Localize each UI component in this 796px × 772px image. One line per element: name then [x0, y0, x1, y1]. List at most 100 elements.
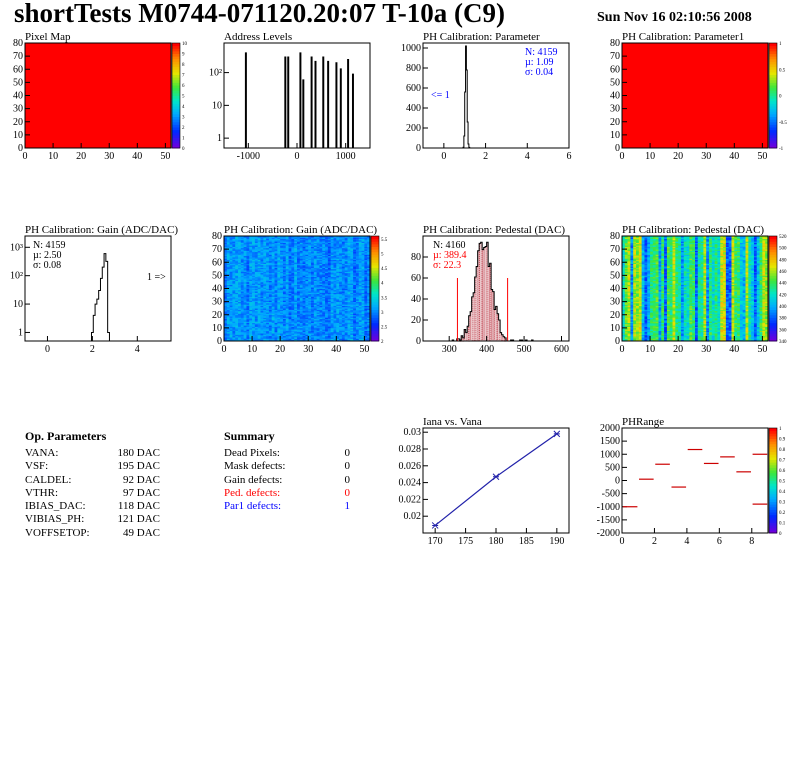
heatmap-cell	[252, 236, 256, 238]
histogram-peak	[310, 56, 313, 148]
heatmap-cell	[336, 250, 340, 253]
heatmap-cell	[285, 337, 289, 339]
heatmap-cell	[282, 271, 287, 274]
heatmap-cell	[336, 323, 340, 326]
heatmap-cell	[226, 292, 231, 295]
heatmap-cell	[302, 289, 306, 292]
heatmap-cell	[322, 322, 326, 325]
heatmap-cell	[271, 289, 275, 292]
heatmap-cell	[277, 281, 281, 284]
heatmap-cell	[319, 276, 323, 279]
heatmap-cell	[274, 316, 278, 318]
heatmap-cell	[254, 263, 259, 266]
heatmap-cell	[347, 239, 351, 242]
heatmap-cell	[299, 304, 304, 306]
heatmap-cell	[288, 272, 292, 275]
heatmap-cell	[243, 329, 247, 331]
heatmap-cell	[232, 292, 236, 295]
heatmap-cell	[347, 281, 351, 284]
pedestal-dot	[479, 334, 480, 336]
pedestal-dot	[482, 316, 483, 318]
heatmap-cell	[353, 250, 357, 253]
heatmap-cell	[235, 335, 239, 338]
heatmap-cell	[252, 334, 256, 337]
pedestal-dot	[470, 326, 471, 328]
heatmap-cell	[260, 288, 264, 291]
heatmap-cell	[285, 260, 289, 263]
pedestal-dot	[483, 318, 485, 320]
heatmap-cell	[240, 334, 245, 337]
heatmap-cell	[297, 289, 301, 292]
heatmap-cell	[336, 267, 340, 270]
palette-cell	[172, 87, 180, 91]
heatmap-cell	[336, 249, 340, 251]
heatmap-cell	[364, 295, 368, 297]
heatmap-cell	[260, 285, 264, 288]
pedestal-dot	[479, 264, 480, 266]
heatmap-cell	[313, 335, 318, 338]
pedestal-dot	[481, 301, 483, 303]
heatmap-cell	[339, 287, 343, 289]
heatmap-cell	[302, 308, 306, 310]
heatmap-cell	[257, 270, 261, 272]
heatmap-cell	[316, 267, 320, 270]
heatmap-cell	[280, 330, 284, 333]
pedestal-dot	[486, 255, 487, 257]
heatmap-cell	[350, 314, 354, 317]
heatmap-cell	[344, 287, 348, 289]
heatmap-cell	[305, 281, 309, 284]
heatmap-cell	[263, 267, 267, 270]
heatmap-cell	[322, 296, 326, 299]
heatmap-cell	[355, 288, 360, 291]
heatmap-cell	[361, 308, 365, 310]
heatmap-cell	[252, 309, 256, 312]
pedestal-dot	[481, 265, 483, 267]
palette-cell	[371, 270, 379, 274]
heatmap-cell	[319, 250, 323, 253]
heatmap-cell	[336, 266, 340, 268]
heatmap-cell	[325, 310, 329, 313]
heatmap-cell	[266, 310, 270, 313]
palette-tick-label: 3.5	[381, 296, 388, 301]
heatmap-cell	[364, 296, 368, 299]
pedestal-dot	[486, 295, 487, 297]
heatmap-cell	[277, 257, 281, 259]
heatmap-cell	[232, 291, 236, 293]
heatmap-cell	[350, 327, 354, 330]
pedestal-dot	[487, 317, 489, 319]
heatmap-cell	[232, 327, 236, 330]
heatmap-cell	[364, 268, 368, 271]
heatmap-cell	[246, 254, 250, 257]
pedestal-dot	[468, 327, 469, 329]
heatmap-cell	[240, 297, 245, 300]
heatmap-cell	[322, 275, 326, 278]
heatmap-cell	[274, 238, 278, 241]
heatmap-cell	[344, 267, 348, 270]
heatmap-cell	[358, 314, 362, 317]
heatmap-cell	[305, 312, 309, 314]
heatmap-cell	[271, 314, 275, 317]
heatmap-cell	[257, 266, 261, 268]
heatmap-cell	[350, 266, 354, 268]
heatmap-cell	[271, 316, 275, 318]
heatmap-cell	[240, 287, 245, 289]
pedestal-dot	[475, 291, 477, 293]
pedestal-dot	[486, 263, 487, 265]
heatmap-cell	[316, 312, 320, 314]
heatmap-cell	[322, 333, 326, 335]
pedestal-dot	[481, 317, 483, 319]
heatmap-cell	[263, 278, 267, 280]
heatmap-cell	[325, 299, 329, 301]
heatmap-cell	[254, 267, 259, 270]
heatmap-cell	[341, 333, 346, 335]
heatmap-cell	[235, 293, 239, 296]
heatmap-cell	[249, 268, 253, 271]
heatmap-cell	[305, 301, 309, 304]
heatmap-cell	[361, 313, 365, 316]
pedestal-bar	[471, 296, 474, 341]
heatmap-cell	[260, 260, 264, 263]
heatmap-cell	[339, 333, 343, 335]
heatmap-cell	[232, 253, 236, 255]
heatmap-cell	[311, 237, 315, 240]
heatmap-cell	[344, 299, 348, 301]
